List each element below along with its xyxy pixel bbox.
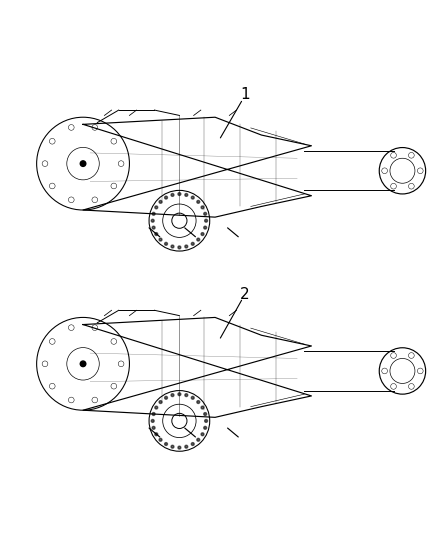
Circle shape (201, 232, 204, 236)
Circle shape (165, 442, 167, 446)
Text: 2: 2 (240, 287, 250, 302)
Circle shape (151, 419, 154, 422)
Circle shape (151, 219, 154, 222)
Circle shape (171, 193, 174, 196)
Circle shape (178, 393, 181, 395)
Text: 1: 1 (240, 87, 250, 102)
Circle shape (204, 426, 207, 429)
Circle shape (197, 200, 200, 203)
Circle shape (204, 212, 207, 215)
Circle shape (185, 445, 188, 448)
Circle shape (165, 243, 167, 245)
Circle shape (201, 406, 204, 409)
Circle shape (197, 438, 200, 441)
Circle shape (197, 401, 200, 403)
Circle shape (159, 200, 162, 203)
Circle shape (152, 226, 155, 229)
Circle shape (171, 245, 174, 248)
Circle shape (191, 196, 194, 199)
Circle shape (80, 161, 86, 166)
Circle shape (201, 433, 204, 435)
Circle shape (165, 397, 167, 399)
Circle shape (165, 196, 167, 199)
Circle shape (191, 243, 194, 245)
Circle shape (159, 438, 162, 441)
Circle shape (191, 442, 194, 446)
Circle shape (205, 219, 208, 222)
Circle shape (201, 206, 204, 209)
Circle shape (155, 232, 158, 236)
Circle shape (152, 413, 155, 415)
Circle shape (197, 238, 200, 241)
Circle shape (171, 394, 174, 397)
Circle shape (155, 406, 158, 409)
Circle shape (191, 397, 194, 399)
Circle shape (185, 245, 188, 248)
Circle shape (204, 226, 207, 229)
Circle shape (178, 192, 181, 196)
Circle shape (159, 401, 162, 403)
Circle shape (80, 361, 86, 367)
Circle shape (178, 246, 181, 249)
Circle shape (185, 394, 188, 397)
Circle shape (152, 426, 155, 429)
Circle shape (152, 212, 155, 215)
Circle shape (185, 193, 188, 196)
Circle shape (204, 413, 207, 415)
Circle shape (155, 206, 158, 209)
Circle shape (155, 433, 158, 435)
Circle shape (171, 445, 174, 448)
Circle shape (178, 446, 181, 449)
Circle shape (205, 419, 208, 422)
Circle shape (159, 238, 162, 241)
